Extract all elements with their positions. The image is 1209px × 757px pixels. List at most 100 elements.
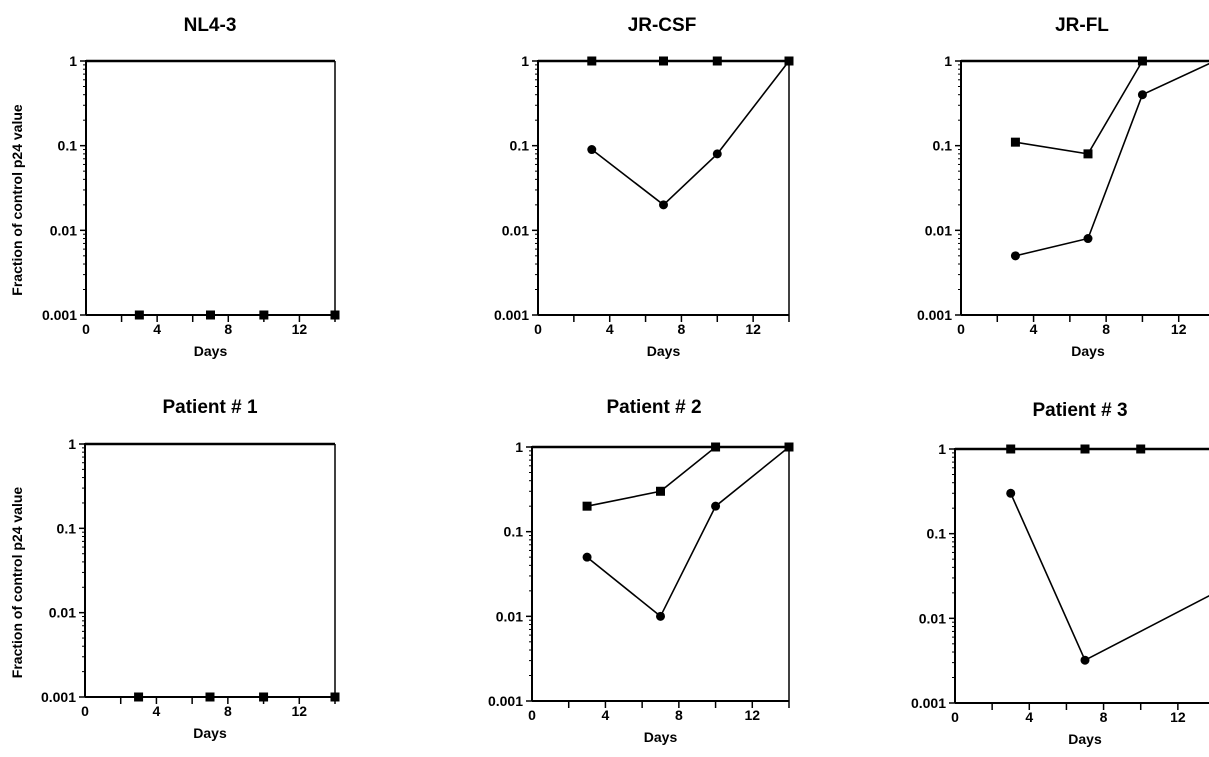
series-line-circle bbox=[1009, 492, 1209, 662]
y-tick-label: 0.001 bbox=[42, 307, 77, 323]
y-tick-label: 0.1 bbox=[57, 520, 77, 536]
x-tick-label: 0 bbox=[957, 321, 965, 337]
square-marker bbox=[1083, 149, 1093, 159]
square-marker bbox=[1006, 444, 1016, 454]
y-axis-label: Fraction of control p24 value bbox=[9, 487, 25, 679]
circle-marker bbox=[582, 552, 592, 562]
x-tick-label: 12 bbox=[292, 321, 308, 337]
y-tick-label: 0.001 bbox=[41, 689, 76, 705]
y-tick-label: 1 bbox=[68, 436, 76, 452]
circle-marker bbox=[712, 149, 722, 159]
x-tick-label: 0 bbox=[951, 709, 959, 725]
square-marker bbox=[1010, 137, 1020, 147]
square-marker bbox=[259, 310, 269, 320]
y-tick-label: 0.1 bbox=[927, 526, 947, 542]
panel-title: JR-FL bbox=[1055, 15, 1109, 36]
panel-title: JR-CSF bbox=[628, 15, 697, 36]
square-marker bbox=[134, 310, 144, 320]
square-marker bbox=[330, 692, 340, 702]
chart-panel-5: Patient # 2 0 4 8 12 0.001 0.01 0.1 1 Days bbox=[488, 397, 794, 745]
series-line-square bbox=[1015, 60, 1209, 155]
circle-marker bbox=[784, 56, 794, 66]
chart-panel-4: Patient # 1 0 4 8 12 0.001 0.01 0.1 1 Days Fractio… bbox=[9, 397, 340, 741]
x-tick-label: 8 bbox=[224, 321, 232, 337]
square-marker bbox=[587, 56, 597, 66]
circle-marker bbox=[1137, 90, 1147, 100]
chart-panel-6: Patient # 3 0 4 8 12 0.001 0.01 0.1 1 Days bbox=[911, 400, 1209, 747]
series-line-circle bbox=[1015, 62, 1209, 257]
y-tick-label: 1 bbox=[521, 53, 529, 69]
circle-marker bbox=[711, 501, 721, 511]
x-tick-label: 0 bbox=[81, 703, 89, 719]
square-marker bbox=[330, 310, 340, 320]
chart-panel-2: JR-CSF 0 4 8 12 0.001 0.01 0.1 1 Days bbox=[494, 15, 794, 359]
square-marker bbox=[134, 692, 144, 702]
square-marker bbox=[206, 310, 215, 320]
y-axis-label: Fraction of control p24 value bbox=[9, 104, 25, 296]
y-tick-label: 0.001 bbox=[917, 307, 952, 323]
y-tick-label: 0.1 bbox=[504, 524, 524, 540]
series-line-circle bbox=[591, 60, 790, 206]
chart-panel-1: NL4-3 0 4 8 12 0.001 0.01 0.1 1 Days Fraction of c… bbox=[9, 15, 340, 359]
y-tick-label: 0.01 bbox=[919, 610, 946, 626]
y-tick-label: 1 bbox=[515, 439, 523, 455]
x-tick-label: 4 bbox=[1030, 321, 1038, 337]
square-marker bbox=[1136, 444, 1146, 454]
y-tick-label: 0.001 bbox=[488, 693, 523, 709]
y-tick-label: 0.1 bbox=[933, 138, 953, 154]
square-marker bbox=[1080, 444, 1090, 454]
x-tick-label: 12 bbox=[1170, 709, 1186, 725]
square-marker bbox=[711, 442, 721, 452]
y-tick-label: 1 bbox=[944, 53, 952, 69]
x-tick-label: 8 bbox=[1102, 321, 1110, 337]
y-tick-label: 0.1 bbox=[58, 138, 78, 154]
x-tick-label: 8 bbox=[224, 703, 232, 719]
y-tick-label: 1 bbox=[69, 53, 77, 69]
x-axis-label: Days bbox=[647, 343, 681, 359]
circle-marker bbox=[1083, 234, 1093, 244]
x-axis-label: Days bbox=[194, 343, 228, 359]
y-tick-label: 0.001 bbox=[911, 695, 946, 711]
y-tick-label: 0.01 bbox=[925, 222, 952, 238]
chart-panel-3: JR-FL 0 4 8 12 0.001 0.01 0.1 1 Days bbox=[917, 15, 1209, 359]
x-tick-label: 4 bbox=[153, 703, 161, 719]
square-marker bbox=[205, 692, 215, 702]
circle-marker bbox=[659, 200, 668, 210]
panel-title: Patient # 1 bbox=[162, 397, 257, 418]
x-tick-label: 8 bbox=[678, 321, 686, 337]
circle-marker bbox=[587, 145, 597, 155]
y-tick-label: 0.1 bbox=[510, 138, 530, 154]
square-marker bbox=[659, 56, 668, 66]
y-tick-label: 1 bbox=[938, 441, 946, 457]
y-tick-label: 0.01 bbox=[50, 222, 77, 238]
x-tick-label: 0 bbox=[528, 707, 536, 723]
y-tick-label: 0.001 bbox=[494, 307, 529, 323]
x-tick-label: 4 bbox=[153, 321, 161, 337]
circle-marker bbox=[784, 442, 794, 452]
series-line-circle bbox=[586, 446, 790, 618]
square-marker bbox=[1137, 56, 1147, 66]
x-tick-label: 4 bbox=[602, 707, 610, 723]
series-line-square bbox=[586, 446, 789, 507]
y-tick-label: 0.01 bbox=[49, 605, 76, 621]
square-marker bbox=[259, 692, 269, 702]
x-tick-label: 4 bbox=[1025, 709, 1033, 725]
x-axis-label: Days bbox=[1068, 731, 1102, 747]
panel-title: Patient # 3 bbox=[1032, 400, 1127, 421]
x-axis-label: Days bbox=[193, 725, 227, 741]
x-axis-label: Days bbox=[644, 729, 678, 745]
x-tick-label: 12 bbox=[1171, 321, 1187, 337]
panel-title: NL4-3 bbox=[184, 15, 237, 36]
x-tick-label: 12 bbox=[744, 707, 760, 723]
circle-marker bbox=[1010, 251, 1020, 261]
x-tick-label: 12 bbox=[745, 321, 761, 337]
square-marker bbox=[712, 56, 722, 66]
circle-marker bbox=[1080, 655, 1090, 665]
square-marker bbox=[656, 486, 665, 496]
x-tick-label: 0 bbox=[534, 321, 542, 337]
x-axis-label: Days bbox=[1071, 343, 1105, 359]
circle-marker bbox=[656, 611, 665, 621]
x-tick-label: 8 bbox=[675, 707, 683, 723]
x-tick-label: 12 bbox=[291, 703, 307, 719]
